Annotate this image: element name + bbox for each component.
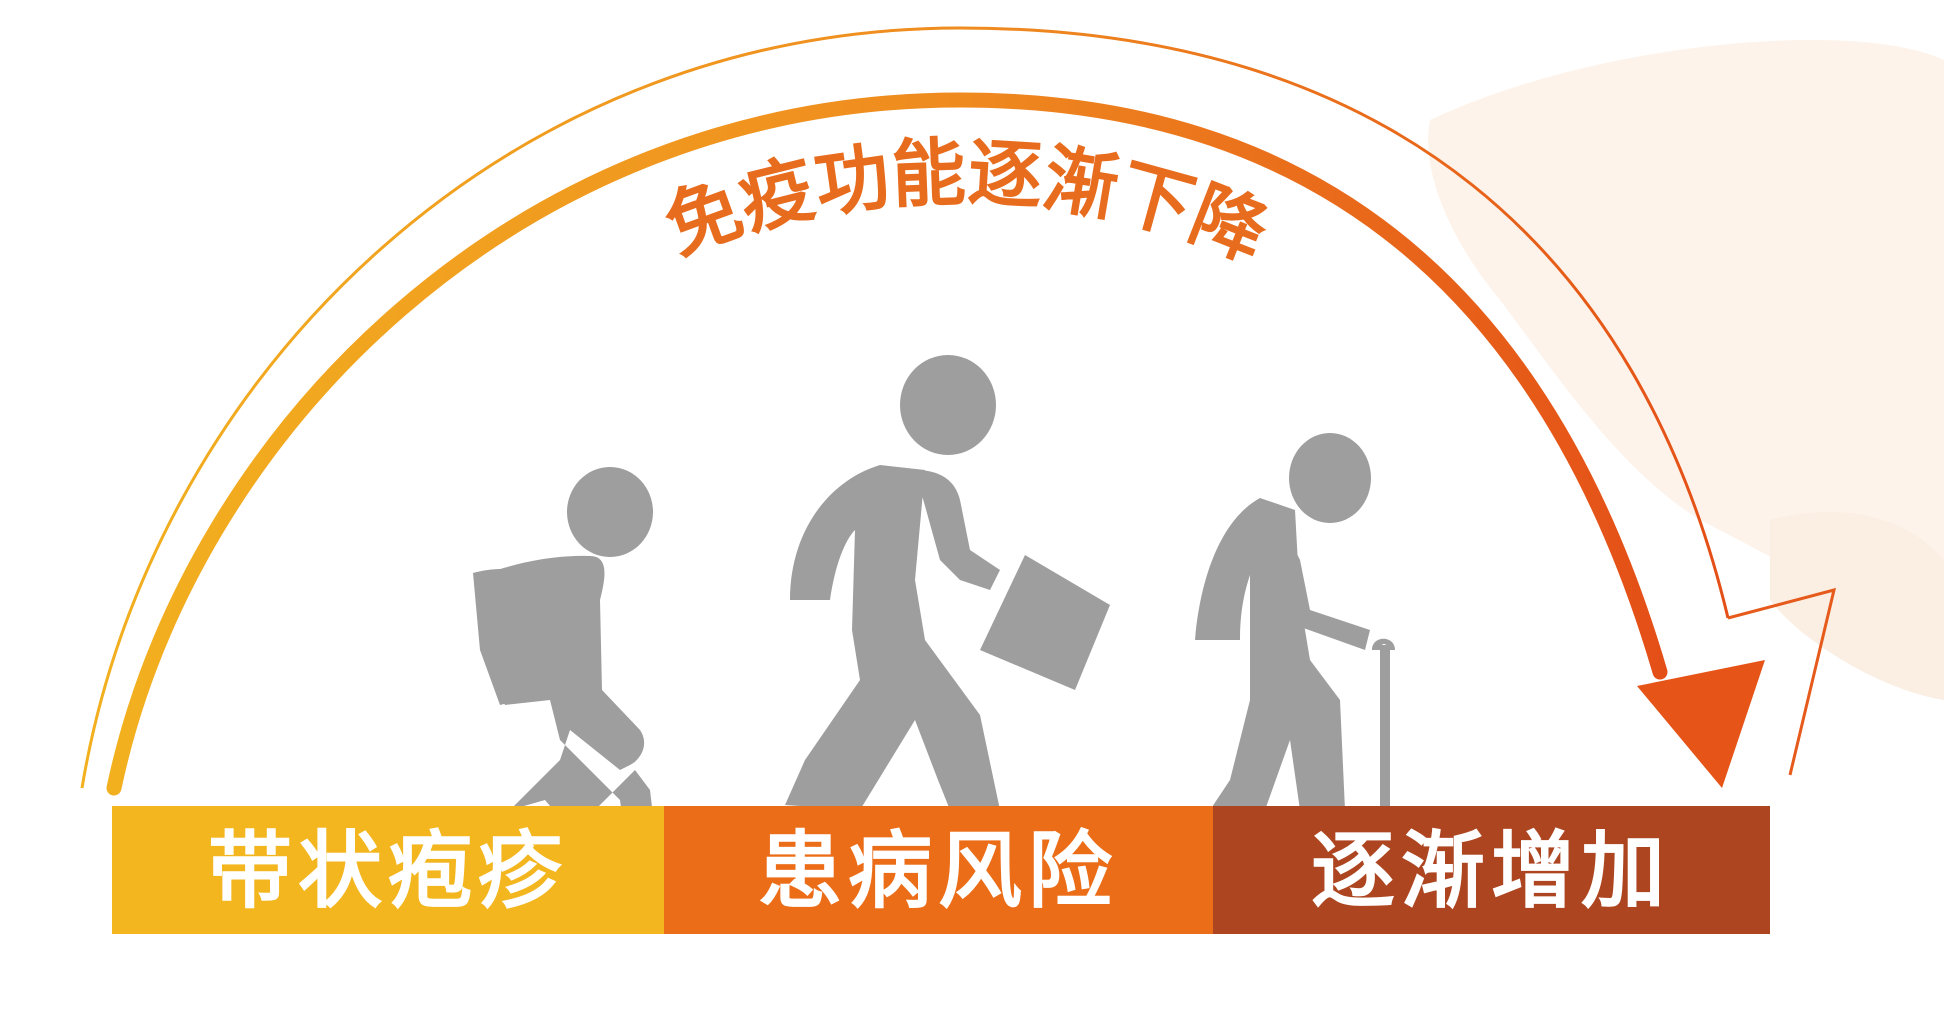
- risk-band: 带状疱疹 患病风险 逐渐增加: [112, 806, 1770, 934]
- child-with-backpack-icon: [473, 467, 660, 875]
- band-segment-2: [664, 806, 1213, 934]
- decline-arc: [80, 26, 1837, 796]
- arc-title-text: 免疫功能逐渐下降: [654, 130, 1279, 278]
- adult-with-briefcase-icon: [785, 355, 1110, 810]
- figures: [473, 355, 1395, 875]
- arc-title: 免疫功能逐渐下降: [654, 130, 1279, 278]
- band-label-2: 患病风险: [758, 822, 1118, 920]
- band-label-3: 逐渐增加: [1311, 822, 1671, 920]
- arrowhead-icon: [1637, 660, 1765, 788]
- background-decoration: [1428, 40, 1944, 700]
- band-segment-3: [1213, 806, 1770, 934]
- elderly-with-cane-icon: [1195, 433, 1395, 810]
- band-segment-1: [112, 806, 664, 934]
- arrowhead-outline: [1727, 587, 1837, 776]
- band-label-1: 带状疱疹: [208, 822, 568, 920]
